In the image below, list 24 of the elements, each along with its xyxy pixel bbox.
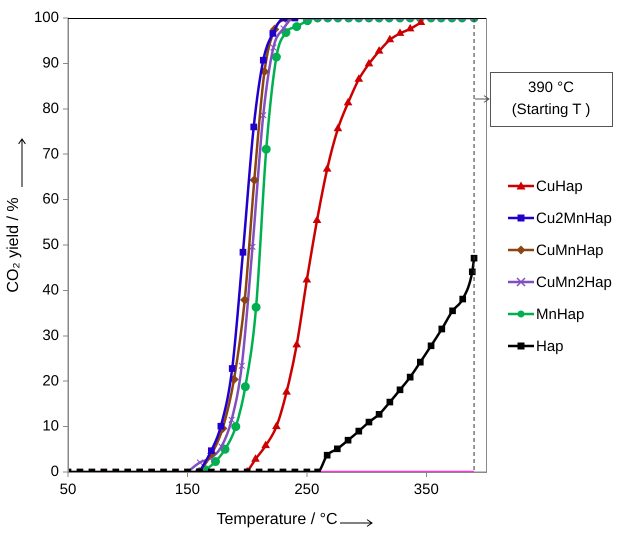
y-tick-label: 40: [42, 282, 59, 299]
y-tick-label: 60: [42, 190, 59, 208]
legend-label: CuMn2Hap: [536, 274, 612, 290]
x-axis-title: Temperature / °C: [216, 510, 338, 528]
y-tick-label: 20: [42, 372, 59, 390]
legend-label: Hap: [536, 338, 564, 354]
y-tick-label: 30: [42, 326, 59, 344]
y-tick-label: 0: [50, 463, 59, 480]
y-tick-label: 90: [42, 54, 59, 72]
y-tick-label: 70: [42, 145, 59, 162]
ref-line-label: 390 °C (Starting T ): [512, 79, 590, 118]
x-tick-label: 250: [294, 481, 320, 498]
legend-label: Cu2MnHap: [536, 210, 612, 226]
legend-label: CuMnHap: [536, 242, 604, 258]
y-tick-label: 100: [34, 9, 59, 26]
legend-label: MnHap: [536, 306, 584, 322]
y-axis-title: CO₂ yield / %: [5, 197, 22, 293]
x-tick-label: 50: [60, 481, 76, 498]
legend-label: CuHap: [536, 178, 583, 194]
y-tick-label: 80: [42, 100, 59, 117]
y-tick-label: 50: [42, 236, 59, 254]
x-tick-label: 150: [174, 481, 200, 498]
x-tick-label: 350: [414, 481, 439, 498]
y-tick-label: 10: [42, 418, 59, 435]
